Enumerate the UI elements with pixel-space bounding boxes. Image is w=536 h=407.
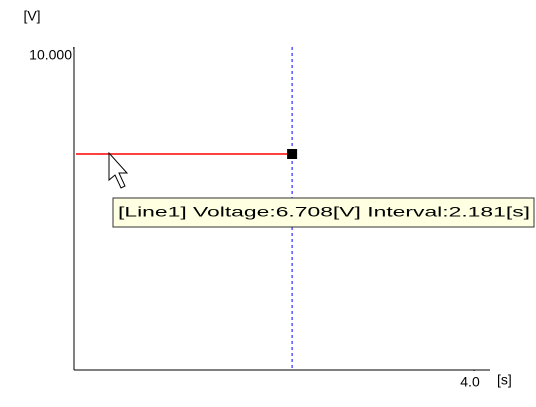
x-tick-label: 4.0 <box>460 374 480 390</box>
mouse-pointer <box>108 151 129 189</box>
y-tick-label: 10.000 <box>29 47 72 63</box>
x-axis-label: [s] <box>497 372 512 388</box>
cursor-marker <box>287 149 298 160</box>
tooltip <box>112 197 535 228</box>
tooltip-text: [Line1] Voltage:6.708[V] Interval:2.181[… <box>118 204 530 220</box>
plot-area <box>76 47 298 370</box>
y-axis-label: [V] <box>23 8 40 24</box>
